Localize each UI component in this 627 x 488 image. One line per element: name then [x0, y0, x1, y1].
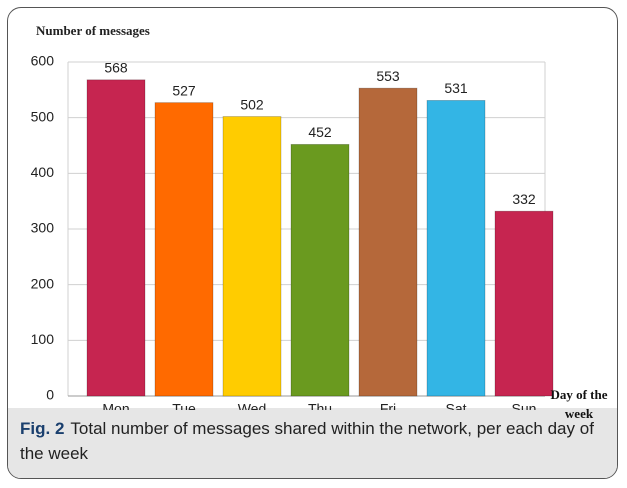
caption-label: Fig. 2 [20, 419, 65, 438]
x-tick-label: Sat [445, 401, 466, 410]
bar [154, 102, 214, 397]
chart: Number of messages 0 100 200 300 400 500 600 Mo… [31, 23, 554, 410]
value-label: 502 [240, 96, 264, 112]
x-tick-label: Thu [308, 401, 332, 410]
value-label: 568 [104, 60, 128, 76]
caption: Fig. 2 Total number of messages shared wi… [8, 408, 617, 478]
y-tick-label: 600 [31, 53, 55, 69]
bar [358, 87, 418, 397]
bar [426, 100, 486, 397]
x-tick-label: Sun [512, 401, 537, 410]
y-tick-label: 100 [31, 331, 55, 347]
x-tick-label: Mon [102, 401, 129, 410]
bar [290, 143, 350, 397]
bar [494, 210, 554, 397]
y-tick-label: 200 [31, 275, 55, 291]
x-axis-title: Day of the week [550, 387, 608, 421]
y-tick-label: 400 [31, 164, 55, 180]
y-tick-label: 300 [31, 220, 55, 236]
x-tick-label: Tue [172, 401, 196, 410]
bar [222, 116, 282, 397]
value-label: 452 [308, 124, 332, 140]
x-tick-label: Wed [238, 401, 267, 410]
value-label: 531 [444, 80, 468, 96]
y-axis-title: Number of messages [36, 23, 150, 38]
bar [86, 79, 146, 397]
value-label: 332 [512, 191, 536, 207]
value-label: 553 [376, 68, 400, 84]
value-label: 527 [172, 82, 196, 98]
figure-frame: Fig. 2 Total number of messages shared wi… [7, 7, 618, 479]
y-tick-label: 0 [46, 387, 54, 403]
x-tick-label: Fri [380, 401, 396, 410]
y-tick-label: 500 [31, 108, 55, 124]
caption-text: Total number of messages shared within t… [20, 419, 594, 463]
